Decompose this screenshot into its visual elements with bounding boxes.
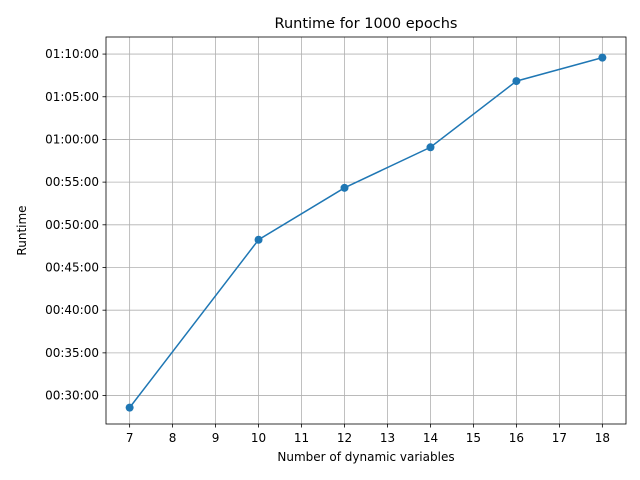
x-tick-label: 17 xyxy=(552,431,567,445)
y-tick-label: 01:10:00 xyxy=(45,47,99,61)
x-tick-label: 14 xyxy=(423,431,438,445)
y-axis-ticks: 00:30:00 00:35:00 00:40:00 00:45:00 00:50:00… xyxy=(45,47,106,403)
x-tick-label: 16 xyxy=(509,431,524,445)
y-tick-label: 00:55:00 xyxy=(45,175,99,189)
x-tick-label: 7 xyxy=(126,431,134,445)
data-markers xyxy=(125,53,607,412)
y-tick-label: 01:05:00 xyxy=(45,90,99,104)
data-point xyxy=(340,183,349,192)
y-axis-title: Runtime xyxy=(15,205,29,255)
x-tick-label: 11 xyxy=(294,431,309,445)
y-tick-label: 00:30:00 xyxy=(45,389,99,403)
x-tick-label: 18 xyxy=(595,431,610,445)
x-tick-label: 15 xyxy=(466,431,481,445)
data-point xyxy=(426,143,435,152)
x-axis-title: Number of dynamic variables xyxy=(277,450,454,464)
x-tick-label: 10 xyxy=(251,431,266,445)
x-tick-label: 12 xyxy=(337,431,352,445)
y-tick-label: 00:45:00 xyxy=(45,260,99,274)
x-tick-label: 9 xyxy=(212,431,220,445)
plot-area-frame xyxy=(105,36,627,425)
series-line xyxy=(129,56,603,409)
x-tick-label: 8 xyxy=(169,431,177,445)
grid xyxy=(106,37,626,424)
y-tick-label: 00:40:00 xyxy=(45,303,99,317)
data-point xyxy=(598,53,607,62)
x-tick-label: 13 xyxy=(380,431,395,445)
x-axis-ticks: 7 8 9 10 11 12 13 14 15 16 17 18 xyxy=(126,424,610,445)
y-tick-label: 00:50:00 xyxy=(45,218,99,232)
data-point xyxy=(125,403,134,412)
chart-title: Runtime for 1000 epochs xyxy=(275,16,458,32)
data-line-group xyxy=(129,56,603,409)
data-point xyxy=(512,77,521,86)
data-point xyxy=(254,235,263,244)
y-tick-label: 00:35:00 xyxy=(45,346,99,360)
y-tick-label: 01:00:00 xyxy=(45,132,99,146)
